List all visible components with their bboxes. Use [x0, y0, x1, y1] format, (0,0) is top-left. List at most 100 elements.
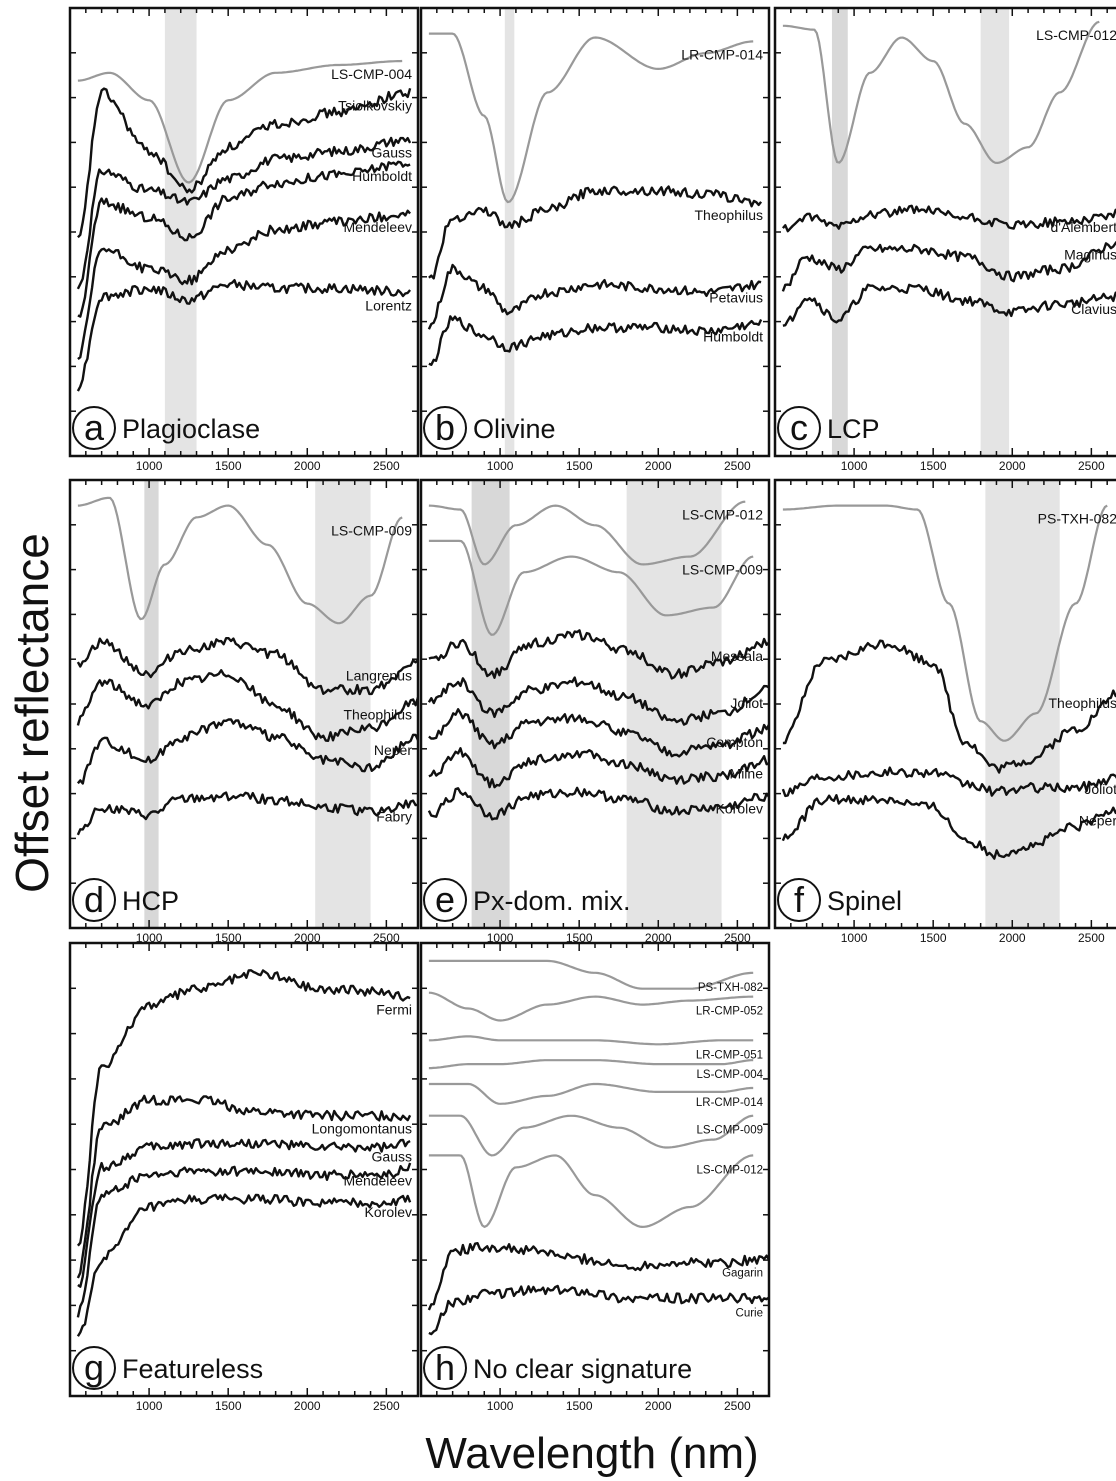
series-label: LS-CMP-009: [682, 562, 763, 578]
panel-letter-circle: [72, 406, 116, 450]
shaded-band: [980, 8, 1010, 456]
series-label: Petavius: [709, 289, 763, 305]
panel-e: LS-CMP-012 LS-CMP-009 Messala Joliot Compton…: [419, 478, 771, 945]
panel-title: No clear signature: [473, 1354, 692, 1384]
x-tick-label: 1500: [566, 931, 593, 945]
panel-letter: b: [435, 407, 455, 448]
shaded-band: [831, 8, 848, 456]
series-label: Joliot: [1084, 781, 1116, 797]
panel-letter-circle: [72, 878, 116, 922]
series-line: [428, 539, 754, 636]
series-line: [427, 1242, 769, 1311]
series-line: [76, 1193, 412, 1337]
series-line: [428, 185, 763, 280]
series-label: LR-CMP-052: [696, 1006, 763, 1018]
series-line: [77, 496, 403, 625]
x-tick-label: 2500: [1078, 459, 1105, 473]
series-line: [781, 766, 1116, 798]
x-tick-label: 2500: [1078, 931, 1105, 945]
panel-letter-circle: [72, 1346, 116, 1390]
series-label: Joliot: [730, 695, 763, 711]
series-label: Tsiolkovskiy: [338, 97, 412, 113]
series-line: [77, 59, 403, 184]
series-label: LR-CMP-014: [696, 1097, 764, 1109]
series-label: Humboldt: [352, 168, 412, 184]
panel-letter: f: [794, 879, 805, 920]
series-label: Humboldt: [703, 329, 763, 345]
series-line: [76, 637, 418, 696]
series-label: LS-CMP-009: [697, 1125, 763, 1137]
x-tick-label: 1500: [215, 1399, 242, 1413]
x-tick-label: 1500: [920, 931, 947, 945]
panel-letter: e: [435, 879, 455, 920]
series-line: [781, 240, 1116, 292]
series-line: [782, 504, 1108, 742]
series-line: [427, 676, 769, 726]
series-label: Fermi: [376, 1002, 412, 1018]
panel-letter-circle: [423, 1346, 467, 1390]
series-label: LS-CMP-004: [697, 1069, 764, 1081]
y-axis-label: Offset reflectance: [6, 533, 58, 893]
series-line: [782, 283, 1116, 327]
panel-letter-circle: [423, 406, 467, 450]
x-tick-label: 2000: [645, 931, 672, 945]
x-tick-label: 2000: [999, 459, 1026, 473]
panel-letter: a: [84, 407, 105, 448]
series-line: [76, 969, 411, 1247]
x-tick-label: 2500: [373, 459, 400, 473]
x-axis-label: Wavelength (nm): [425, 1429, 758, 1478]
series-line: [428, 1154, 754, 1228]
series-label: Mendeleev: [344, 219, 413, 235]
series-line: [428, 315, 763, 366]
series-label: LS-CMP-012: [697, 1164, 763, 1176]
series-line: [76, 279, 412, 392]
x-tick-label: 2000: [294, 459, 321, 473]
x-tick-label: 1000: [487, 459, 514, 473]
series-label: d'Alembert: [1051, 219, 1116, 235]
x-tick-label: 1500: [566, 459, 593, 473]
x-tick-label: 1000: [487, 931, 514, 945]
x-tick-label: 2500: [373, 1399, 400, 1413]
series-line: [76, 136, 412, 290]
series-label: Theophilus: [344, 707, 413, 723]
series-line: [428, 1059, 754, 1070]
panel-letter-circle: [777, 878, 821, 922]
series-line: [76, 791, 418, 836]
panel-title: Spinel: [827, 886, 902, 916]
series-line: [428, 1284, 769, 1336]
series-line: [428, 629, 769, 680]
x-tick-label: 2000: [294, 1399, 321, 1413]
panel-title: Featureless: [122, 1354, 263, 1384]
series-label: LS-CMP-004: [331, 66, 412, 82]
series-line: [781, 204, 1116, 233]
series-line: [428, 1035, 754, 1046]
panel-letter: h: [435, 1347, 455, 1388]
panel-b: LR-CMP-014 Theophilus Petavius Humboldt 1000…: [419, 6, 771, 473]
x-tick-label: 2500: [373, 931, 400, 945]
panel-h: PS-TXH-082 LR-CMP-052 LR-CMP-051 LS-CMP-004…: [419, 941, 771, 1413]
series-label: Fabry: [376, 809, 412, 825]
panel-title: LCP: [827, 414, 880, 444]
series-line: [77, 160, 411, 318]
panel-a: LS-CMP-004 Tsiolkovskiy Gauss Humboldt Mende…: [68, 6, 420, 473]
series-label: Korolev: [365, 1204, 412, 1220]
series-label: Lorentz: [365, 297, 412, 313]
panel-title: HCP: [122, 886, 179, 916]
series-label: Mendeleev: [344, 1172, 413, 1188]
series-label: Neper: [1079, 812, 1116, 828]
x-tick-label: 1000: [136, 931, 163, 945]
x-tick-label: 1000: [487, 1399, 514, 1413]
shaded-band: [315, 480, 371, 928]
series-line: [428, 708, 769, 758]
x-tick-label: 1000: [136, 1399, 163, 1413]
x-tick-label: 1000: [841, 931, 868, 945]
series-line: [427, 786, 769, 821]
x-tick-label: 1000: [841, 459, 868, 473]
series-line: [76, 669, 418, 742]
series-label: Gauss: [372, 144, 412, 160]
series-label: PS-TXH-082: [698, 982, 763, 994]
panel-frame: [419, 6, 771, 458]
x-tick-label: 2000: [645, 459, 672, 473]
series-label: Gauss: [372, 1149, 412, 1165]
x-tick-label: 2000: [645, 1399, 672, 1413]
